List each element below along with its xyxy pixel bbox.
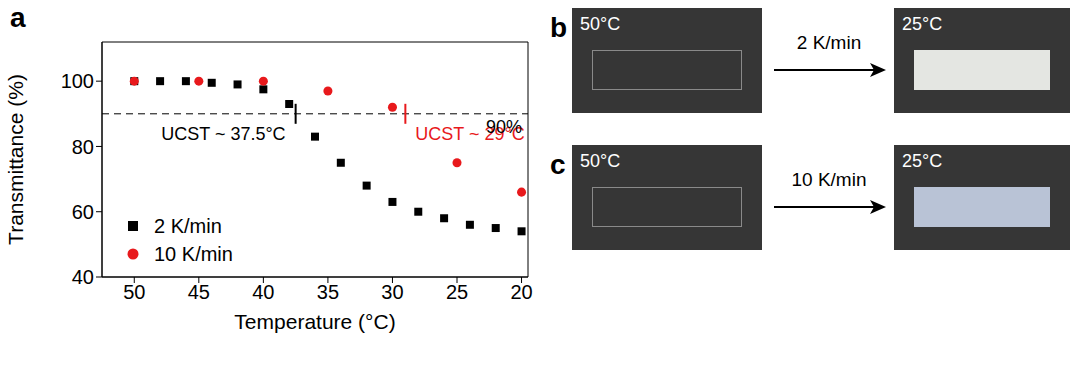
svg-text:45: 45 [188,281,210,303]
svg-text:100: 100 [61,70,94,92]
html-text:50°C: 50°C [580,14,621,34]
html-text:10 K/min: 10 K/min [154,243,233,265]
svg-text:UCST ~ 37.5°C: UCST ~ 37.5°C [161,124,285,144]
svg-text:50: 50 [123,281,145,303]
svg-text:UCST ~ 29°C: UCST ~ 29°C [415,123,525,144]
svg-text:35: 35 [317,281,339,303]
html-text:c: c [550,149,566,180]
html-text:50°C: 50°C [580,151,621,171]
html-text:10 K/min: 10 K/min [791,169,867,190]
svg-text:40: 40 [252,281,274,303]
svg-text:Transmittance (%): Transmittance (%) [4,74,27,245]
svg-text:90%: 90% [486,117,522,137]
html-text:25°C: 25°C [902,14,943,34]
svg-text:60: 60 [72,201,94,223]
html-text:25°C: 25°C [902,151,943,171]
html-text:2 K/min: 2 K/min [154,215,222,237]
svg-text:20: 20 [510,281,532,303]
svg-text:30: 30 [381,281,403,303]
svg-text:Temperature (°C): Temperature (°C) [234,310,395,333]
svg-text:80: 80 [72,136,94,158]
svg-text:40: 40 [72,266,94,288]
html-text:2 K/min: 2 K/min [796,32,862,53]
svg-text:25: 25 [446,281,468,303]
html-text:b: b [550,12,568,43]
html-text:a: a [10,2,26,33]
